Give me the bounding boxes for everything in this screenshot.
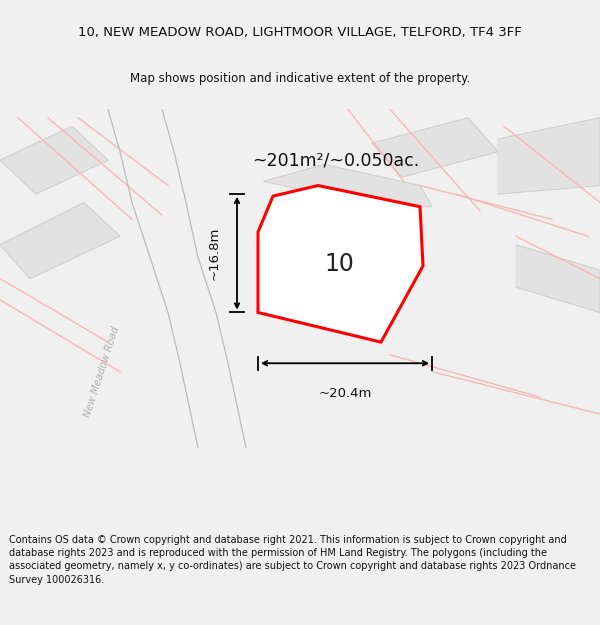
Polygon shape <box>258 186 423 342</box>
Text: ~16.8m: ~16.8m <box>208 226 221 280</box>
Text: Contains OS data © Crown copyright and database right 2021. This information is : Contains OS data © Crown copyright and d… <box>9 535 576 584</box>
Text: 10: 10 <box>324 252 354 276</box>
Polygon shape <box>0 126 108 194</box>
Text: Map shows position and indicative extent of the property.: Map shows position and indicative extent… <box>130 72 470 85</box>
Polygon shape <box>0 202 120 279</box>
Polygon shape <box>264 164 432 207</box>
Polygon shape <box>516 245 600 312</box>
Text: ~201m²/~0.050ac.: ~201m²/~0.050ac. <box>253 151 419 169</box>
Polygon shape <box>372 118 498 177</box>
Text: New Meadow Road: New Meadow Road <box>83 325 121 419</box>
Polygon shape <box>498 118 600 194</box>
Text: 10, NEW MEADOW ROAD, LIGHTMOOR VILLAGE, TELFORD, TF4 3FF: 10, NEW MEADOW ROAD, LIGHTMOOR VILLAGE, … <box>78 26 522 39</box>
Text: ~20.4m: ~20.4m <box>319 386 371 399</box>
